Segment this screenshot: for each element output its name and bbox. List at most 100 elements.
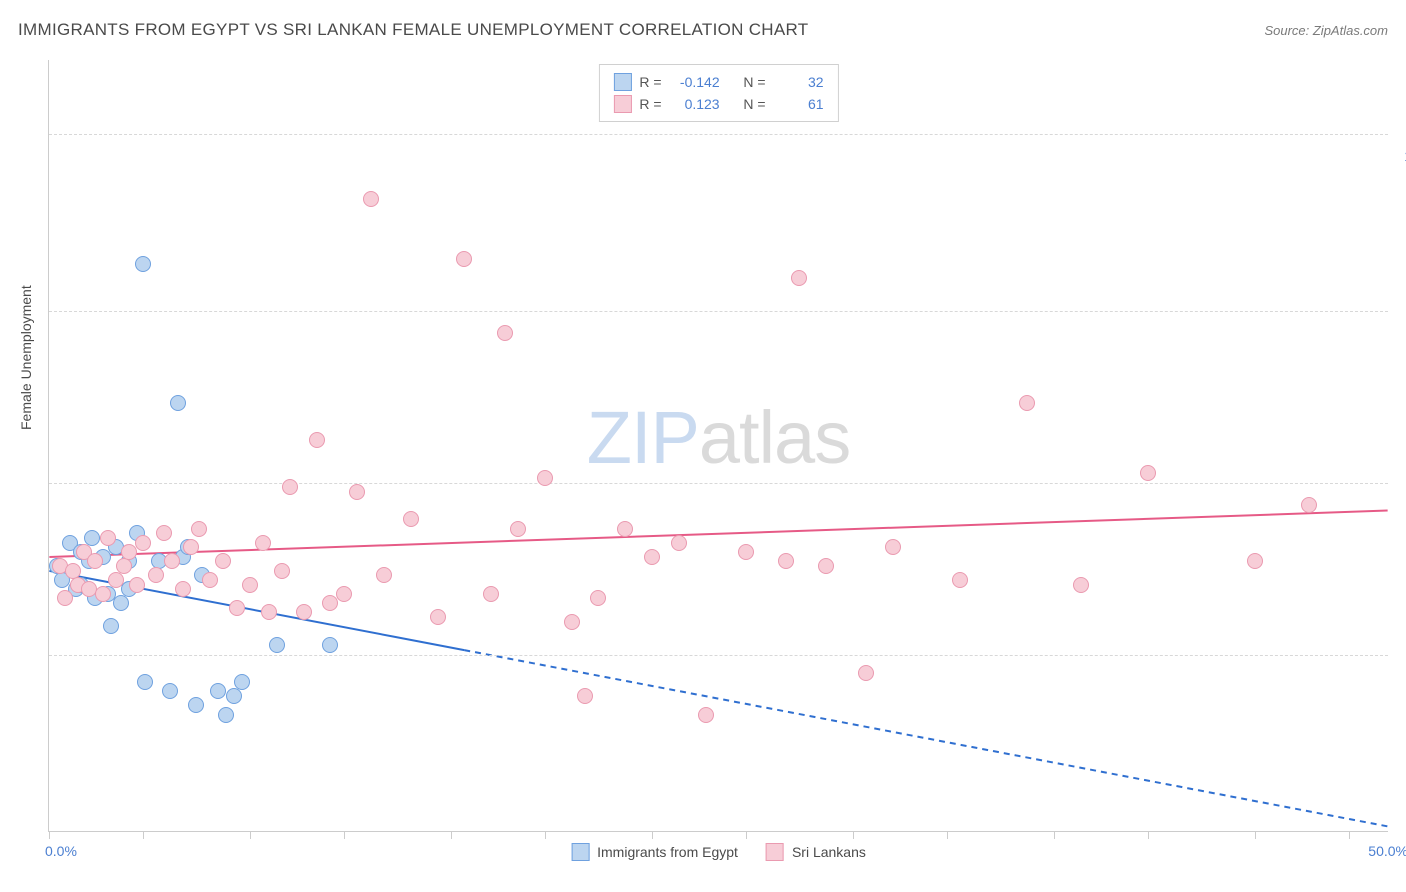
scatter-point-srilanka xyxy=(100,530,116,546)
scatter-point-srilanka xyxy=(778,553,794,569)
scatter-point-srilanka xyxy=(617,521,633,537)
scatter-point-srilanka xyxy=(129,577,145,593)
legend-item-srilanka: Sri Lankans xyxy=(766,843,866,861)
legend-label-egypt: Immigrants from Egypt xyxy=(597,844,738,860)
scatter-point-srilanka xyxy=(363,191,379,207)
x-tick xyxy=(652,831,653,839)
chart-plot-area: ZIPatlas R = -0.142 N = 32 R = 0.123 N =… xyxy=(48,60,1388,832)
scatter-point-srilanka xyxy=(537,470,553,486)
scatter-point-srilanka xyxy=(564,614,580,630)
scatter-point-srilanka xyxy=(791,270,807,286)
scatter-point-srilanka xyxy=(282,479,298,495)
swatch-egypt xyxy=(613,73,631,91)
scatter-point-egypt xyxy=(226,688,242,704)
scatter-point-srilanka xyxy=(430,609,446,625)
scatter-point-srilanka xyxy=(95,586,111,602)
scatter-point-srilanka xyxy=(590,590,606,606)
series-legend: Immigrants from Egypt Sri Lankans xyxy=(571,843,866,861)
swatch-egypt-icon xyxy=(571,843,589,861)
scatter-point-srilanka xyxy=(1247,553,1263,569)
scatter-point-srilanka xyxy=(296,604,312,620)
scatter-point-egypt xyxy=(234,674,250,690)
scatter-point-srilanka xyxy=(274,563,290,579)
scatter-point-egypt xyxy=(137,674,153,690)
scatter-point-egypt xyxy=(135,256,151,272)
scatter-point-srilanka xyxy=(261,604,277,620)
scatter-point-srilanka xyxy=(698,707,714,723)
source-name: ZipAtlas.com xyxy=(1313,23,1388,38)
scatter-point-egypt xyxy=(218,707,234,723)
x-tick xyxy=(143,831,144,839)
scatter-point-srilanka xyxy=(116,558,132,574)
correlation-legend: R = -0.142 N = 32 R = 0.123 N = 61 xyxy=(598,64,838,122)
scatter-point-egypt xyxy=(322,637,338,653)
scatter-point-srilanka xyxy=(858,665,874,681)
scatter-point-srilanka xyxy=(671,535,687,551)
x-min-label: 0.0% xyxy=(45,843,77,859)
scatter-point-srilanka xyxy=(1019,395,1035,411)
scatter-point-srilanka xyxy=(148,567,164,583)
scatter-point-srilanka xyxy=(135,535,151,551)
x-tick xyxy=(1255,831,1256,839)
scatter-point-srilanka xyxy=(1073,577,1089,593)
scatter-point-egypt xyxy=(103,618,119,634)
x-tick xyxy=(853,831,854,839)
gridline-h xyxy=(49,311,1388,312)
watermark-part2: atlas xyxy=(699,396,850,479)
n-value-srilanka: 61 xyxy=(774,93,824,115)
scatter-point-srilanka xyxy=(456,251,472,267)
scatter-point-srilanka xyxy=(215,553,231,569)
scatter-point-srilanka xyxy=(510,521,526,537)
legend-item-egypt: Immigrants from Egypt xyxy=(571,843,738,861)
scatter-point-srilanka xyxy=(336,586,352,602)
scatter-point-egypt xyxy=(162,683,178,699)
title-bar: IMMIGRANTS FROM EGYPT VS SRI LANKAN FEMA… xyxy=(18,20,1388,40)
scatter-point-srilanka xyxy=(644,549,660,565)
n-label: N = xyxy=(743,93,765,115)
scatter-point-srilanka xyxy=(349,484,365,500)
x-max-label: 50.0% xyxy=(1368,843,1406,859)
gridline-h xyxy=(49,655,1388,656)
gridline-h xyxy=(49,483,1388,484)
legend-row-egypt: R = -0.142 N = 32 xyxy=(613,71,823,93)
n-value-egypt: 32 xyxy=(774,71,824,93)
trend-line-srilanka xyxy=(49,511,1387,557)
scatter-point-srilanka xyxy=(202,572,218,588)
x-tick xyxy=(1148,831,1149,839)
scatter-point-srilanka xyxy=(376,567,392,583)
scatter-point-egypt xyxy=(188,697,204,713)
gridline-h xyxy=(49,134,1388,135)
legend-label-srilanka: Sri Lankans xyxy=(792,844,866,860)
x-tick xyxy=(451,831,452,839)
x-tick xyxy=(545,831,546,839)
scatter-point-egypt xyxy=(210,683,226,699)
scatter-point-srilanka xyxy=(183,539,199,555)
scatter-point-srilanka xyxy=(885,539,901,555)
source-attribution: Source: ZipAtlas.com xyxy=(1264,23,1388,38)
scatter-point-srilanka xyxy=(255,535,271,551)
watermark-part1: ZIP xyxy=(587,396,699,479)
x-tick xyxy=(49,831,50,839)
scatter-point-srilanka xyxy=(483,586,499,602)
x-tick xyxy=(947,831,948,839)
scatter-point-egypt xyxy=(113,595,129,611)
legend-row-srilanka: R = 0.123 N = 61 xyxy=(613,93,823,115)
scatter-point-srilanka xyxy=(108,572,124,588)
scatter-point-egypt xyxy=(170,395,186,411)
trend-lines-layer xyxy=(49,60,1388,831)
scatter-point-srilanka xyxy=(1301,497,1317,513)
swatch-srilanka-icon xyxy=(766,843,784,861)
scatter-point-srilanka xyxy=(175,581,191,597)
scatter-point-srilanka xyxy=(191,521,207,537)
swatch-srilanka xyxy=(613,95,631,113)
n-label: N = xyxy=(743,71,765,93)
r-value-srilanka: 0.123 xyxy=(670,93,720,115)
scatter-point-srilanka xyxy=(229,600,245,616)
scatter-point-srilanka xyxy=(242,577,258,593)
chart-title: IMMIGRANTS FROM EGYPT VS SRI LANKAN FEMA… xyxy=(18,20,808,40)
scatter-point-srilanka xyxy=(309,432,325,448)
x-tick xyxy=(344,831,345,839)
scatter-point-srilanka xyxy=(497,325,513,341)
scatter-point-srilanka xyxy=(952,572,968,588)
trend-line-egypt-extrapolated xyxy=(464,650,1387,826)
